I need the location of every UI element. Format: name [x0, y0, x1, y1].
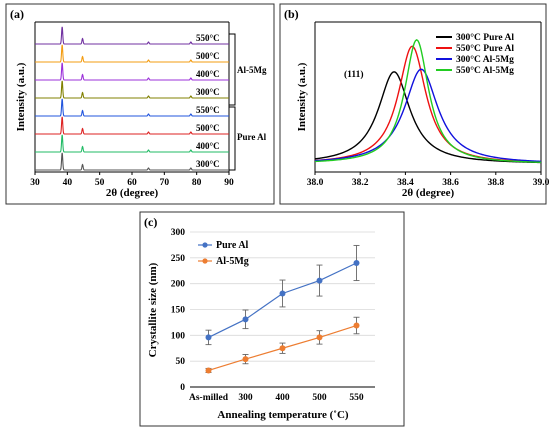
panel-b-curve — [314, 68, 542, 163]
panel-c-data-point — [242, 356, 249, 363]
panel-b-annotation-111: (111) — [344, 69, 364, 80]
panel-b-curves — [314, 39, 542, 164]
panel-c-legend-label: Al-5Mg — [216, 256, 249, 267]
panel-c-label: (c) — [144, 215, 157, 229]
panel-a-series-label: 300°C — [196, 159, 220, 169]
panel-a-frame — [5, 3, 275, 205]
panel-c-data-point — [279, 290, 286, 297]
panel-a-series-label: 550°C — [196, 33, 220, 43]
panel-b-x-tick-label: 38.8 — [487, 178, 504, 188]
panel-a-series-label: 300°C — [196, 87, 220, 97]
panel-c-y-tick-label: 100 — [171, 331, 186, 341]
panel-a-x-ticks: 30 40 50 60 70 80 90 — [30, 172, 234, 188]
panel-a-x-tick-label: 60 — [127, 178, 137, 188]
panel-c-y-ticks: 0 50 100 150 200 250 300 — [171, 228, 186, 393]
panel-a-label: (a) — [10, 7, 24, 21]
panel-c-series — [205, 244, 360, 374]
bracket-al5mg — [229, 33, 236, 106]
panel-a-x-label: 2θ (degree) — [106, 187, 159, 199]
panel-a-series-label: 400°C — [196, 69, 220, 79]
panel-a-curve — [35, 80, 229, 99]
panel-c-data-point — [316, 277, 323, 284]
bracket-pure-al — [229, 106, 236, 171]
panel-a-series-labels: 550°C 500°C 400°C 300°C 550°C 500°C 400°C 300°C — [196, 33, 220, 169]
panel-c-legend: Pure Al Al-5Mg — [198, 240, 249, 267]
group-label-pure-al: Pure Al — [237, 132, 267, 142]
panel-b-x-tick-label: 38.0 — [307, 178, 324, 188]
panel-b-frame — [279, 3, 547, 205]
panel-a-curve — [35, 62, 229, 81]
panel-c-x-tick-label: 300 — [238, 393, 253, 403]
panel-a-group-brackets: Al-5Mg Pure Al — [229, 33, 267, 171]
panel-c-data-point — [205, 367, 212, 374]
panel-a-x-tick-label: 50 — [95, 178, 105, 188]
panel-b: (b) 38.0 38.2 38.4 38.6 38.8 39.0 300°C Pure … — [279, 3, 550, 205]
panel-c-legend-swatch-marker — [202, 242, 208, 248]
panel-a-x-tick-label: 30 — [30, 178, 40, 188]
panel-a-series-label: 550°C — [196, 105, 220, 115]
panel-b-x-ticks: 38.0 38.2 38.4 38.6 38.8 39.0 — [307, 172, 550, 188]
panel-b-x-tick-label: 38.6 — [442, 178, 459, 188]
panel-c-data-point — [242, 316, 249, 323]
panel-a-series-label: 500°C — [196, 123, 220, 133]
panel-a-curve — [35, 98, 229, 117]
panel-b-x-tick-label: 38.2 — [352, 178, 369, 188]
panel-c-data-point — [353, 322, 360, 329]
panel-b-curve — [314, 71, 542, 164]
panel-c-y-tick-label: 150 — [171, 306, 186, 316]
panel-c-legend-label: Pure Al — [216, 240, 249, 251]
panel-c-legend-swatch-marker — [202, 258, 208, 264]
panel-c-x-tick-label: 500 — [312, 393, 327, 403]
panel-a-series-label: 400°C — [196, 141, 220, 151]
panel-b-legend-label: 300°C Al-5Mg — [456, 54, 514, 65]
panel-c-data-point — [279, 345, 286, 352]
panel-a-curve — [35, 26, 229, 45]
panel-a-curve — [35, 116, 229, 135]
panel-b-legend-label: 550°C Al-5Mg — [456, 65, 514, 76]
panel-b-x-tick-label: 39.0 — [533, 178, 550, 188]
panel-c-y-tick-label: 0 — [180, 383, 185, 393]
panel-a-curve — [35, 134, 229, 153]
panel-a-x-tick-label: 70 — [160, 178, 170, 188]
panel-c: (c) 0 50 100 150 200 250 300 As-milled 300 400 50… — [139, 211, 405, 427]
panel-b-label: (b) — [284, 7, 299, 21]
panel-a-y-label: Intensity (a.u.) — [15, 62, 27, 131]
panel-a-x-tick-label: 90 — [224, 178, 234, 188]
panel-c-y-tick-label: 300 — [171, 228, 186, 238]
panel-a-curve — [35, 44, 229, 63]
panel-c-data-point — [316, 334, 323, 341]
panel-a-curve — [35, 152, 229, 171]
panel-a-series-label: 500°C — [196, 51, 220, 61]
panel-b-curve — [314, 39, 542, 163]
panel-c-y-tick-label: 200 — [171, 280, 186, 290]
panel-c-gridlines — [190, 231, 375, 362]
panel-b-x-label: 2θ (degree) — [402, 187, 455, 199]
panel-c-data-point — [353, 260, 360, 266]
panel-a: (a) 30 40 50 60 70 80 90 550°C500°C400°C300°C5… — [5, 3, 275, 205]
panel-c-x-tick-label: 550 — [349, 393, 364, 403]
panel-a-curves — [35, 26, 229, 171]
panel-c-y-label: Crystallite size (nm) — [147, 262, 159, 357]
panel-c-x-tick-label: As-milled — [189, 393, 229, 403]
panel-c-y-tick-label: 50 — [176, 357, 186, 367]
panel-b-x-tick-label: 38.4 — [397, 178, 414, 188]
panel-c-data-point — [205, 334, 212, 341]
panel-c-y-tick-label: 250 — [171, 254, 186, 264]
panel-a-x-tick-label: 40 — [63, 178, 73, 188]
panel-c-x-ticks: As-milled 300 400 500 550 — [189, 393, 364, 403]
panel-b-y-label: Intensity (a.u.) — [296, 62, 308, 131]
panel-c-x-label: Annealing temperature (˚C) — [217, 409, 348, 421]
panel-a-x-tick-label: 80 — [192, 178, 202, 188]
panel-b-legend-label: 300°C Pure Al — [456, 32, 514, 43]
panel-b-legend-label: 550°C Pure Al — [456, 43, 514, 54]
panel-c-x-tick-label: 400 — [275, 393, 290, 403]
group-label-al5mg: Al-5Mg — [237, 65, 267, 75]
panel-c-frame — [139, 211, 405, 427]
